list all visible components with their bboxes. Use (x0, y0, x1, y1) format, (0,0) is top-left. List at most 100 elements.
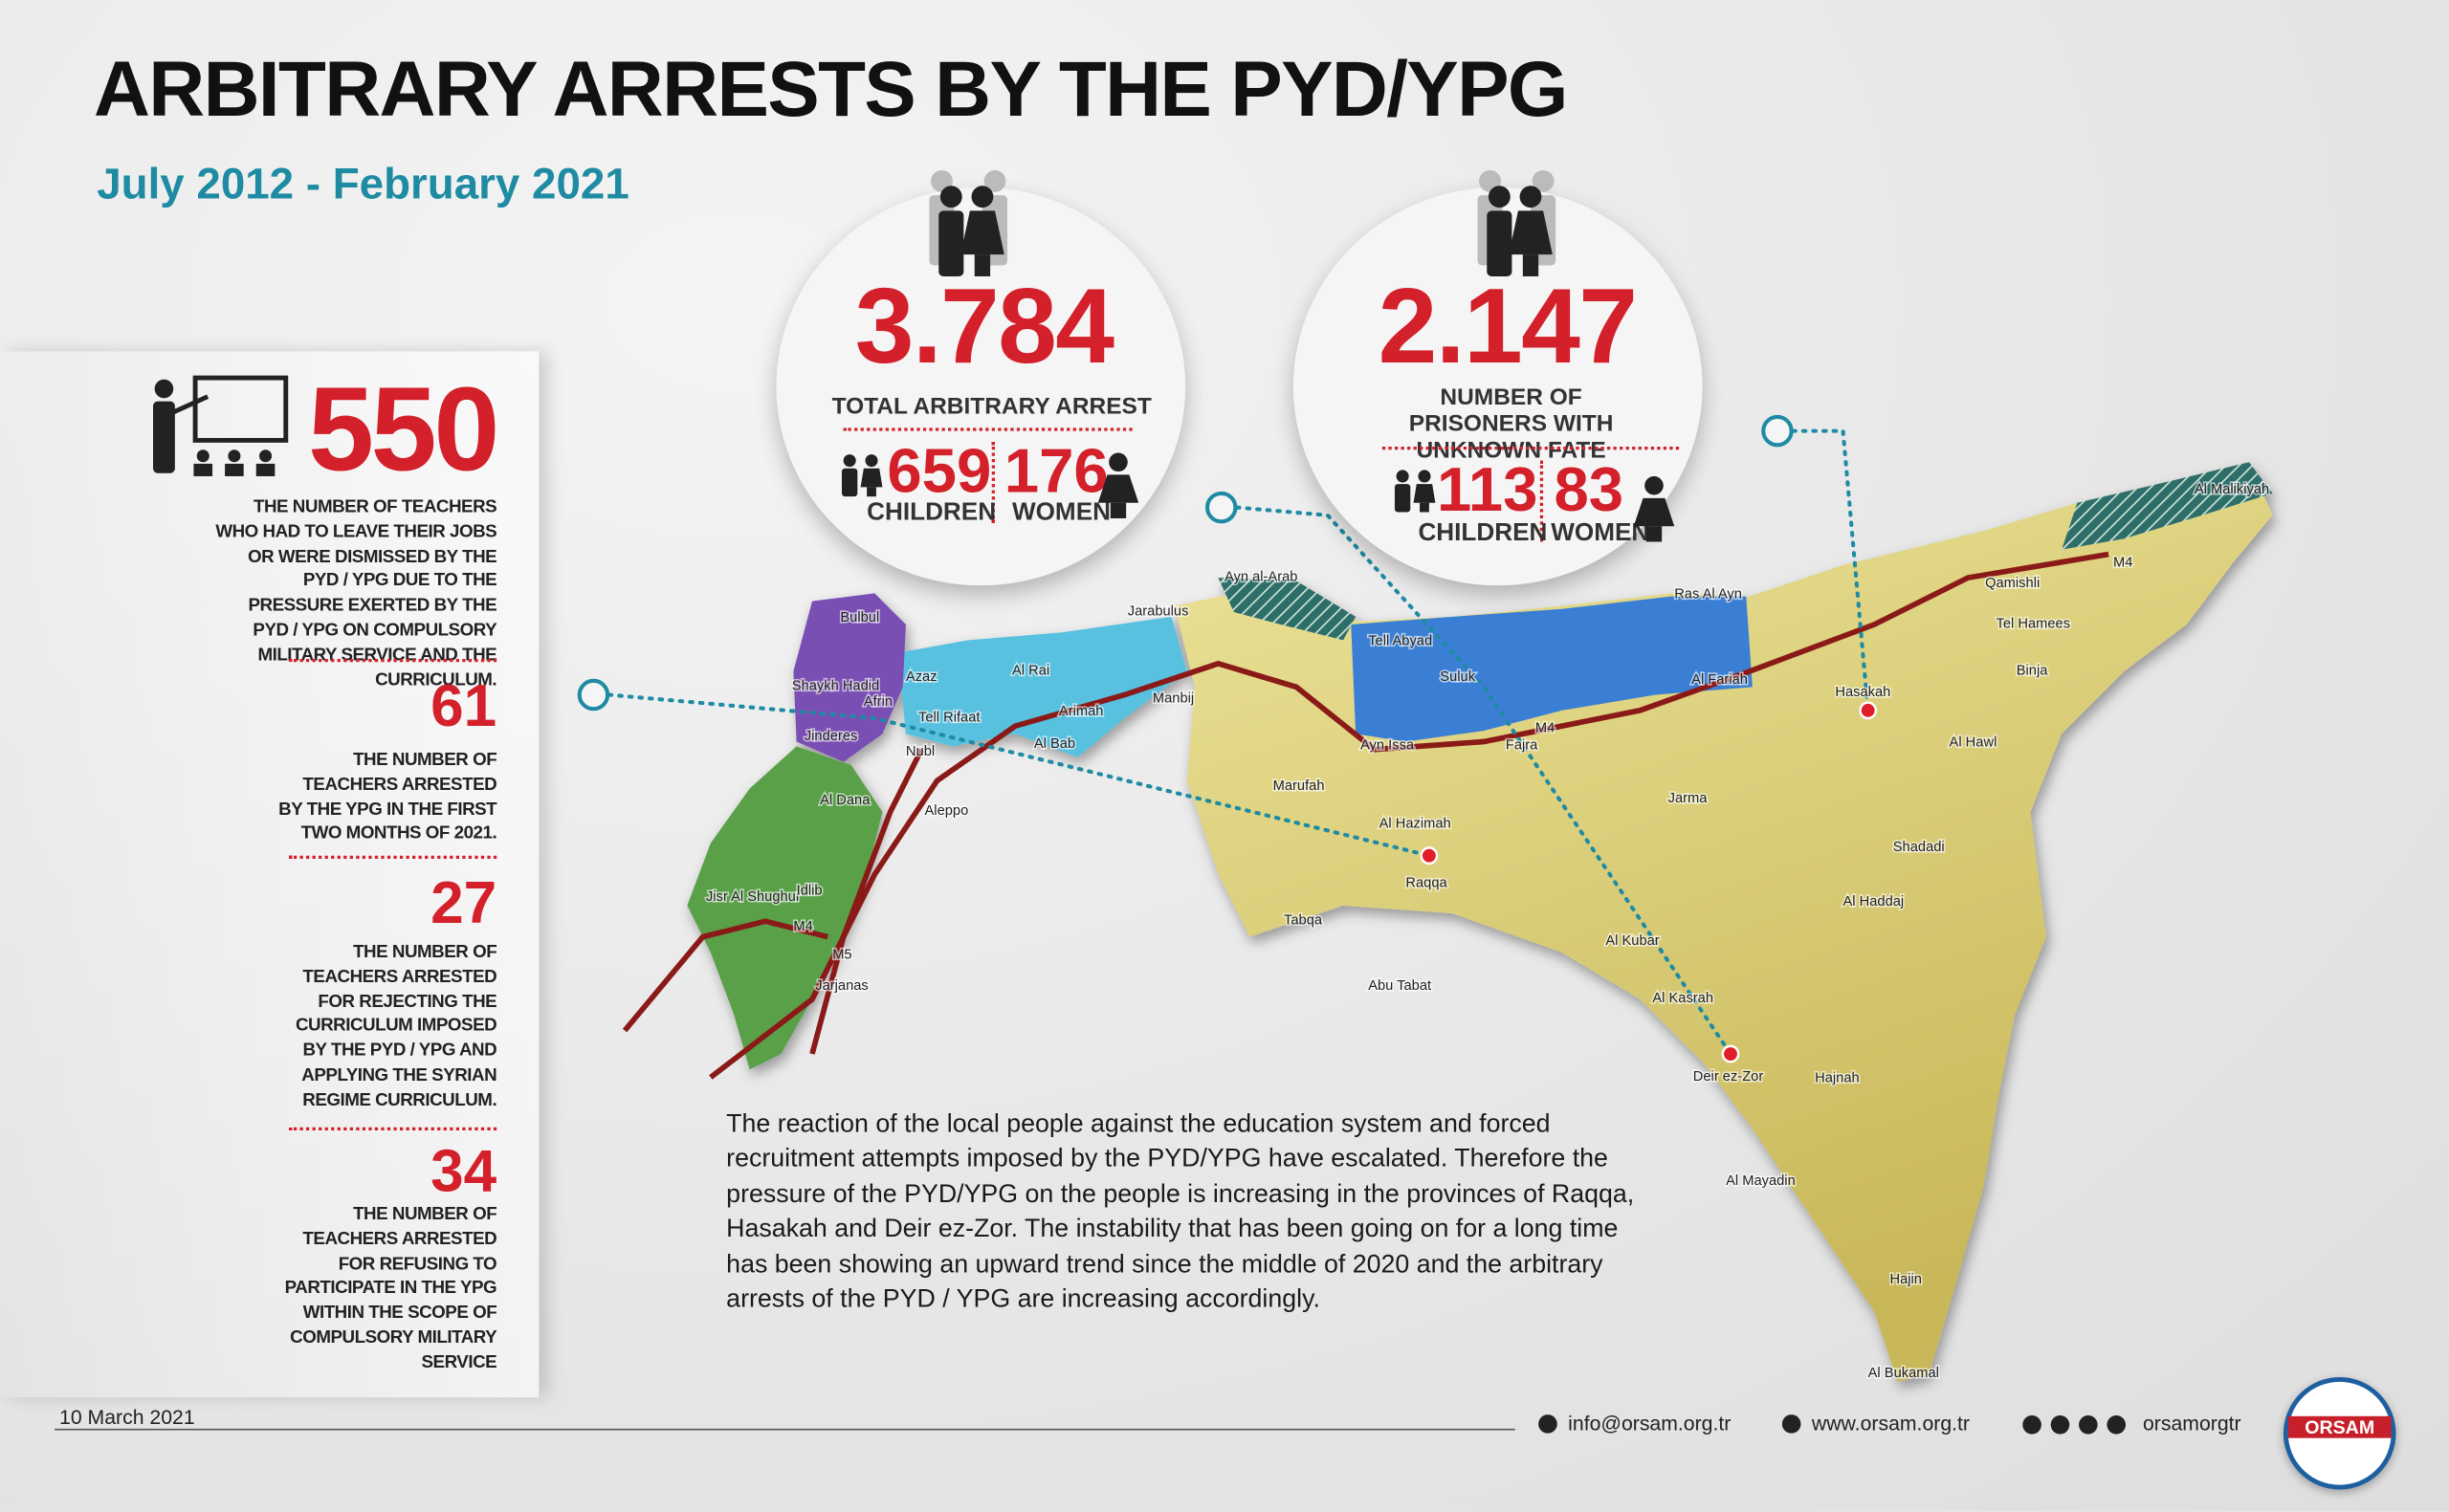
map-label: Al Mayadin (1726, 1173, 1796, 1189)
woman-icon (1097, 452, 1139, 519)
map-label: Qamishli (1985, 576, 2040, 591)
map-label: Jarjanas (815, 978, 869, 994)
map-label: Tell Rifaat (918, 710, 981, 725)
leader-line (1235, 505, 1733, 1057)
map-label: Hajnah (1815, 1070, 1860, 1085)
stat-label: TOTAL ARBITRARY ARREST (831, 393, 1152, 421)
children-value: 113 (1437, 455, 1538, 525)
logo: ORSAM (2283, 1376, 2396, 1490)
map-label: M5 (832, 947, 851, 962)
map-label: Arimah (1059, 704, 1104, 719)
map-label: Al Kubar (1605, 933, 1659, 949)
map-label: Jarma (1668, 791, 1709, 806)
map-label: Bulbul (840, 610, 879, 625)
map-label: Deir ez-Zor (1693, 1069, 1764, 1085)
city-markers (1420, 701, 1878, 1063)
subtitle: July 2012 - February 2021 (97, 159, 629, 208)
leader-lines (607, 428, 1870, 1057)
map-label: Al Malikiyah (2195, 482, 2269, 497)
map-label: Jinderes (805, 729, 858, 744)
women-value: 83 (1554, 455, 1624, 525)
map-label: Binja (2017, 663, 2048, 678)
children-icon (1394, 470, 1436, 513)
region-euphrates-shield (897, 616, 1187, 757)
map-label: M4 (793, 919, 812, 934)
city-marker (1420, 846, 1439, 866)
map-label: Hajin (1890, 1272, 1922, 1287)
teacher-stat-text: THE NUMBER OF TEACHERS ARRESTED FOR REFU… (284, 1205, 497, 1372)
separator (1381, 446, 1680, 450)
teacher-icon (152, 375, 289, 476)
children-value: 659 (887, 437, 992, 506)
map-label: Jisr Al Shughur (706, 889, 801, 905)
web-icon (1781, 1414, 1801, 1434)
people-icon (929, 169, 1008, 276)
separator (289, 855, 497, 859)
footer-rule (55, 1428, 1515, 1431)
leader-circle (1204, 491, 1238, 524)
roads (622, 551, 2109, 1080)
teacher-stat-value: 27 (430, 871, 497, 937)
map-label: Shaykh Hadid (792, 679, 879, 694)
women-label: WOMEN (1551, 519, 1650, 547)
side-panel (0, 351, 540, 1398)
road (809, 748, 924, 1055)
paragraph: The reaction of the local people against… (726, 1109, 1635, 1314)
leader-line (1791, 428, 1870, 712)
social-icons (2022, 1414, 2127, 1435)
border-strip (2062, 462, 2273, 550)
map-label: Manbij (1153, 691, 1194, 707)
title: ARBITRARY ARRESTS BY THE PYD/YPG (93, 45, 1568, 133)
map-label: Idlib (797, 884, 823, 899)
road (709, 551, 2109, 1080)
map-label: Hasakah (1835, 685, 1890, 700)
separator (289, 658, 497, 663)
map-label: Fajra (1506, 738, 1538, 754)
map-label: Al Hawl (1950, 734, 1997, 750)
map-label: Tabqa (1284, 913, 1323, 929)
email-icon (1538, 1414, 1557, 1434)
people-icon (1477, 169, 1556, 276)
stat-label: NUMBER OF PRISONERS WITH UNKNOWN FATE (1408, 383, 1614, 464)
website: www.orsam.org.tr (1811, 1411, 1971, 1435)
map-label: Al Haddaj (1843, 894, 1905, 909)
leader-circle (1761, 414, 1794, 448)
teacher-stat-text: THE NUMBER OF TEACHERS ARRESTED BY THE Y… (278, 751, 497, 844)
email: info@orsam.org.tr (1568, 1411, 1732, 1435)
region-peace-spring (1351, 596, 1753, 742)
map-label: Ras Al Ayn (1674, 586, 1742, 602)
separator (1539, 460, 1544, 542)
map-label: Al Hazimah (1379, 816, 1451, 831)
map-label: Al Fariah (1691, 672, 1748, 688)
map-label: M4 (2113, 556, 2132, 571)
map-regions (687, 462, 2273, 1382)
stat-value: 2.147 (1378, 267, 1638, 386)
leader-circle (577, 678, 610, 712)
logo-text: ORSAM (2287, 1415, 2392, 1438)
map-label: Ayn Issa (1360, 738, 1415, 754)
separator (843, 427, 1133, 431)
map-label: Azaz (906, 669, 938, 685)
map-label: Jarabulus (1128, 603, 1189, 619)
women-value: 176 (1004, 437, 1109, 506)
teacher-stat-value: 61 (430, 674, 497, 740)
teacher-stat-text: THE NUMBER OF TEACHERS ARRESTED FOR REJE… (295, 943, 497, 1110)
teacher-stat-text: THE NUMBER OF TEACHERS WHO HAD TO LEAVE … (215, 497, 497, 690)
map-label: Afrin (864, 694, 893, 710)
city-marker (1859, 701, 1878, 720)
map-label: Shadadi (1893, 840, 1945, 855)
city-marker (1721, 1044, 1740, 1063)
map-label: Al Bab (1034, 736, 1075, 752)
map-label: Al Rai (1012, 663, 1049, 678)
map-label: Abu Tabat (1368, 978, 1431, 994)
date: 10 March 2021 (59, 1405, 195, 1429)
map-label: Marufah (1273, 778, 1325, 794)
road (622, 918, 828, 1033)
map-label: Al Kasrah (1652, 991, 1713, 1006)
separator (991, 442, 995, 523)
map-label: Suluk (1440, 669, 1475, 685)
children-icon (841, 454, 883, 497)
